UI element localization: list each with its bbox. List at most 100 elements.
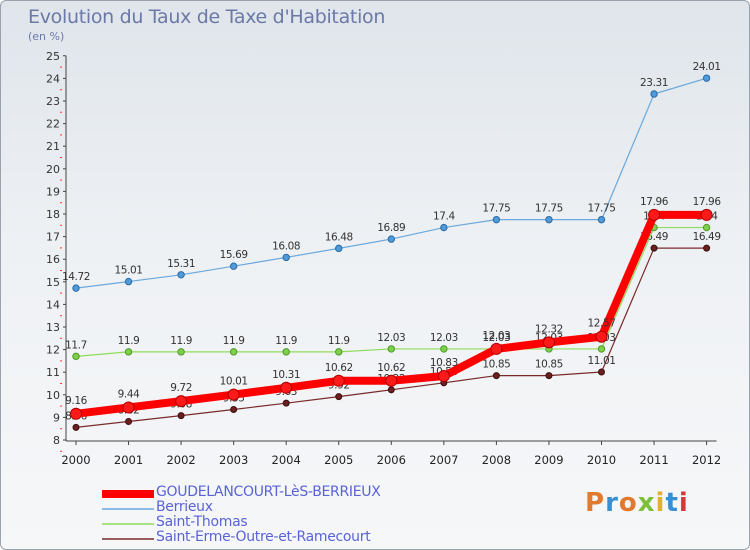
x-tick-label-2012: 2012 xyxy=(692,453,721,467)
data-label-1-2006: 16.89 xyxy=(377,222,405,234)
data-point-2-2000 xyxy=(72,352,80,361)
y-tick-label-14: 14 xyxy=(46,298,60,311)
data-point-1-2006 xyxy=(387,235,395,243)
x-tick-label-2002: 2002 xyxy=(166,453,195,467)
data-point-2-2004 xyxy=(282,348,290,356)
data-point-1-2008 xyxy=(492,215,501,224)
data-label-3-2009: 10.85 xyxy=(535,359,563,371)
data-label-1-2007: 17.4 xyxy=(433,211,455,223)
data-point-0-2003 xyxy=(227,388,240,401)
data-label-1-2012: 24.01 xyxy=(693,61,721,73)
y-tick-label-17: 17 xyxy=(46,231,60,244)
data-point-1-2011 xyxy=(650,90,658,98)
logo-letter: x xyxy=(637,488,656,518)
data-point-1-2000 xyxy=(72,284,80,292)
data-label-2-2001: 11.9 xyxy=(118,335,140,347)
data-label-3-2012: 16.49 xyxy=(693,231,721,243)
data-label-0-2001: 9.44 xyxy=(118,388,140,400)
data-point-0-2002 xyxy=(175,395,188,408)
logo-letter: o xyxy=(618,488,638,518)
data-point-1-2001 xyxy=(124,277,133,286)
data-label-0-2005: 10.62 xyxy=(325,362,353,374)
y-tick-label-25: 25 xyxy=(46,50,60,63)
data-point-3-2000 xyxy=(72,423,80,431)
data-label-2-2008: 12.03 xyxy=(482,332,510,344)
y-tick-label-19: 19 xyxy=(46,185,60,198)
data-label-2-2000: 11.7 xyxy=(65,339,87,351)
y-tick-label-9: 9 xyxy=(53,411,60,424)
data-label-1-2010: 17.75 xyxy=(587,203,615,215)
data-label-1-2009: 17.75 xyxy=(535,203,563,215)
data-point-0-2004 xyxy=(280,381,293,394)
x-tick-label-2009: 2009 xyxy=(534,453,563,467)
data-point-1-2010 xyxy=(597,215,606,224)
data-label-2-2006: 12.03 xyxy=(377,332,405,344)
x-tick-label-2005: 2005 xyxy=(324,453,353,467)
data-point-2-2001 xyxy=(124,348,133,356)
data-point-0-2012 xyxy=(700,208,713,221)
data-point-3-2010 xyxy=(598,368,605,376)
x-tick-label-2006: 2006 xyxy=(377,453,406,467)
data-point-3-2002 xyxy=(177,412,185,420)
y-tick-label-12: 12 xyxy=(46,344,60,357)
data-point-3-2006 xyxy=(387,386,395,394)
data-label-1-2011: 23.31 xyxy=(640,77,668,89)
data-label-0-2004: 10.31 xyxy=(272,369,300,381)
logo-letter: t xyxy=(665,488,679,518)
data-label-0-2010: 12.57 xyxy=(587,318,615,330)
data-label-3-2010: 11.01 xyxy=(587,355,615,367)
data-point-2-2005 xyxy=(335,348,343,356)
data-point-2-2006 xyxy=(387,345,395,353)
y-tick-label-22: 22 xyxy=(46,118,60,131)
data-label-0-2003: 10.01 xyxy=(220,376,248,388)
data-label-1-2002: 15.31 xyxy=(167,258,195,270)
legend-swatch-saint-thomas xyxy=(102,523,154,525)
y-tick-label-23: 23 xyxy=(46,95,60,108)
data-point-3-2005 xyxy=(335,393,343,401)
data-point-2-2012 xyxy=(702,223,711,232)
data-point-1-2007 xyxy=(440,223,448,232)
legend-swatch-berrieux xyxy=(102,508,154,510)
proxiti-logo: Proxiti xyxy=(585,488,689,518)
logo-letter: i xyxy=(655,488,666,518)
x-tick-label-2004: 2004 xyxy=(272,453,301,467)
y-tick-label-24: 24 xyxy=(46,72,60,85)
x-tick-label-2007: 2007 xyxy=(429,453,458,467)
data-point-3-2011 xyxy=(650,244,658,252)
data-point-2-2010 xyxy=(597,345,606,353)
data-point-1-2003 xyxy=(229,262,238,270)
data-point-2-2003 xyxy=(229,348,238,356)
y-tick-label-18: 18 xyxy=(46,208,60,221)
chart-subtitle: (en %) xyxy=(28,30,65,43)
y-tick-label-20: 20 xyxy=(46,163,60,176)
legend-label-berrieux: Berrieux xyxy=(156,499,213,515)
data-point-3-2009 xyxy=(545,372,553,380)
y-tick-label-10: 10 xyxy=(46,389,60,402)
legend-swatch-goudelancourt xyxy=(102,490,154,498)
y-tick-label-13: 13 xyxy=(46,321,60,334)
data-point-0-2006 xyxy=(385,374,398,387)
x-tick-label-2000: 2000 xyxy=(61,453,90,467)
series-line-1 xyxy=(75,77,707,289)
y-tick-label-8: 8 xyxy=(53,434,60,447)
data-point-0-2007 xyxy=(437,370,450,383)
legend-label-goudelancourt: GOUDELANCOURT-LèS-BERRIEUX xyxy=(156,484,381,500)
data-label-0-2006: 10.62 xyxy=(377,362,405,374)
chart-title: Evolution du Taux de Taxe d'Habitation xyxy=(28,6,386,28)
data-point-3-2003 xyxy=(230,405,238,413)
data-label-2-2004: 11.9 xyxy=(275,335,297,347)
y-tick-label-15: 15 xyxy=(46,276,60,289)
data-point-2-2007 xyxy=(440,345,448,353)
data-point-3-2004 xyxy=(282,399,290,407)
x-tick-label-2008: 2008 xyxy=(482,453,511,467)
data-point-3-2012 xyxy=(703,244,711,252)
data-label-0-2012: 17.96 xyxy=(693,196,722,208)
x-tick-label-2003: 2003 xyxy=(219,453,248,467)
data-label-2-2003: 11.9 xyxy=(223,335,245,347)
legend-label-saint-erme: Saint-Erme-Outre-et-Ramecourt xyxy=(156,529,371,545)
data-point-1-2002 xyxy=(177,271,185,279)
data-label-2-2007: 12.03 xyxy=(430,332,458,344)
data-point-0-2010 xyxy=(595,330,608,343)
data-point-2-2002 xyxy=(177,348,185,356)
x-tick-label-2010: 2010 xyxy=(587,453,616,467)
